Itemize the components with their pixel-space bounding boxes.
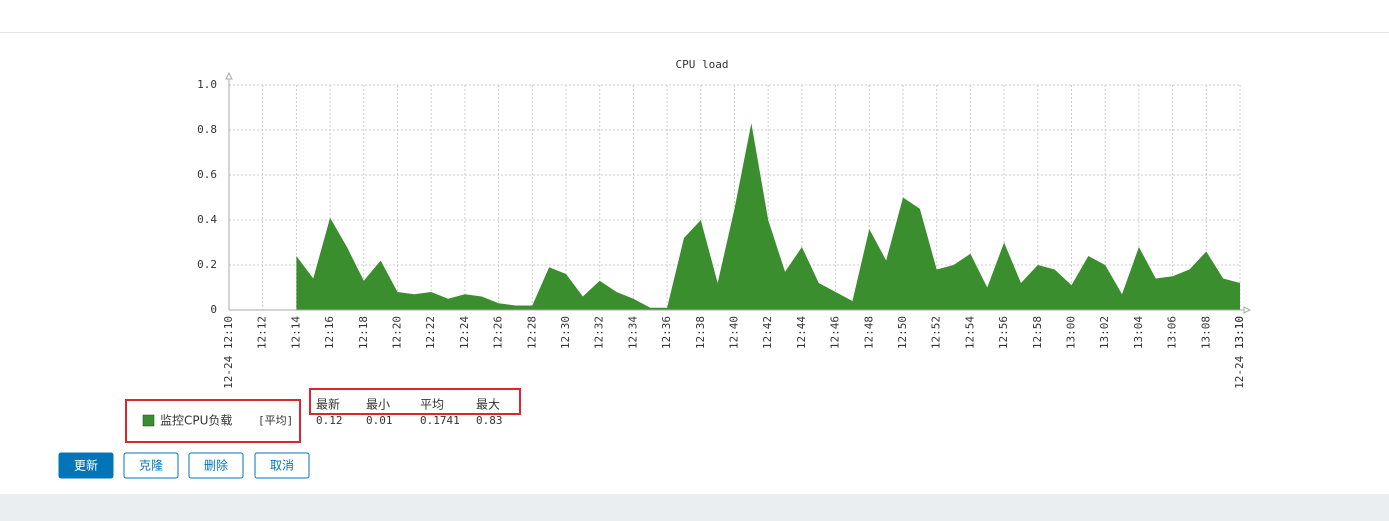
x-tick-label: 12:54 (963, 316, 976, 349)
x-tick-label: 12:12 (256, 316, 269, 349)
x-tick-label: 12:14 (289, 316, 302, 349)
button[interactable]: 克隆 (123, 452, 179, 479)
button-bg (58, 452, 114, 479)
area (296, 123, 1240, 310)
x-tick-label: 12:36 (660, 316, 673, 349)
x-tick-label: 12:34 (626, 316, 639, 349)
button-bg (254, 452, 310, 479)
axis-arrow (1243, 306, 1252, 314)
legend-header: 平均 (420, 398, 444, 412)
x-tick-label: 12:18 (357, 316, 370, 349)
x-tick-label: 13:06 (1166, 316, 1179, 349)
axis-arrow (225, 71, 233, 80)
y-tick-label: 0 (210, 303, 217, 316)
x-tick-label: 12:40 (728, 316, 741, 349)
x-tick-label: 12:26 (492, 316, 505, 349)
x-range-label: 12-24 12:10 (222, 316, 235, 389)
x-tick-label: 12:16 (323, 316, 336, 349)
legend-header: 最大 (476, 398, 500, 412)
x-tick-label: 12:20 (391, 316, 404, 349)
x-tick-label: 12:58 (1031, 316, 1044, 349)
button-bg (123, 452, 179, 479)
legend-swatch (142, 414, 155, 427)
legend-function: [平均] (258, 414, 293, 427)
legend-value: 0.12 (316, 414, 343, 427)
legend-label: 监控CPU负载 (160, 414, 232, 428)
top-bar (0, 0, 1389, 32)
x-range-label: 12-24 13:10 (1233, 316, 1246, 389)
button-label: 更新 (74, 458, 98, 473)
button-label: 取消 (270, 459, 294, 473)
y-tick-label: 0.6 (197, 168, 217, 181)
x-tick-label: 12:32 (593, 316, 606, 349)
y-tick-label: 0.2 (197, 258, 217, 271)
button-label: 克隆 (139, 458, 163, 473)
x-tick-label: 12:42 (761, 316, 774, 349)
x-tick-label: 12:22 (424, 316, 437, 349)
x-tick-label: 12:28 (525, 316, 538, 349)
y-tick-label: 1.0 (197, 78, 217, 91)
x-tick-label: 13:10 (1233, 316, 1246, 349)
chart-title: CPU load (676, 58, 729, 71)
x-tick-label: 13:04 (1132, 316, 1145, 349)
x-tick-label: 12:44 (795, 316, 808, 349)
y-tick-label: 0.4 (197, 213, 217, 226)
legend-header: 最新 (316, 397, 340, 412)
x-tick-label: 13:00 (1065, 316, 1078, 349)
button[interactable]: 删除 (188, 452, 244, 479)
x-tick-label: 12:50 (896, 316, 909, 349)
highlight-box (309, 388, 521, 415)
y-tick-label: 0.8 (197, 123, 217, 136)
highlight-box (125, 399, 301, 443)
x-tick-label: 12:52 (930, 316, 943, 349)
x-tick-label: 13:08 (1199, 316, 1212, 349)
button[interactable]: 更新 (58, 452, 114, 479)
x-tick-label: 12:48 (862, 316, 875, 349)
legend-header: 最小 (366, 398, 390, 412)
x-tick-label: 13:02 (1098, 316, 1111, 349)
x-tick-label: 12:38 (694, 316, 707, 349)
legend-value: 0.01 (366, 414, 393, 427)
legend-value: 0.83 (476, 414, 503, 427)
legend-value: 0.1741 (420, 414, 460, 427)
x-tick-label: 12:24 (458, 316, 471, 349)
x-tick-label: 12:46 (829, 316, 842, 349)
button[interactable]: 取消 (254, 452, 310, 479)
footer (0, 494, 1389, 521)
x-tick-label: 12:56 (997, 316, 1010, 349)
button-label: 删除 (204, 458, 228, 473)
button-bg (188, 452, 244, 479)
x-tick-label: 12:30 (559, 316, 572, 349)
